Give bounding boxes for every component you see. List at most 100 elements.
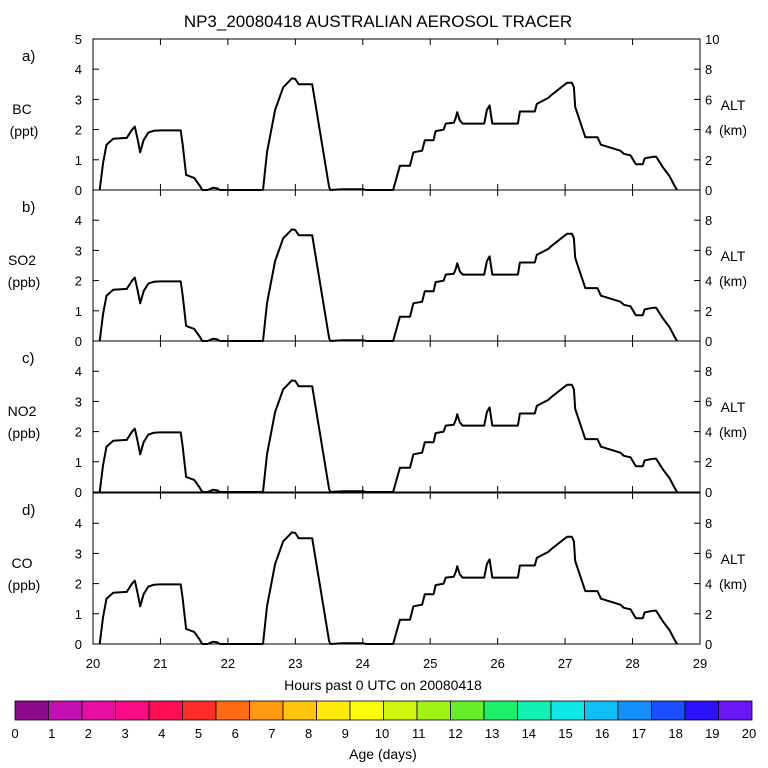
panel-frame [92, 492, 701, 645]
y-tick-label: 0 [75, 485, 82, 500]
colorbar-swatch [182, 700, 217, 721]
colorbar-tick-label: 14 [522, 726, 536, 741]
y-tick-label: 4 [75, 516, 82, 531]
y2-tick-label: 6 [705, 92, 712, 107]
panel-letter: c) [22, 350, 35, 367]
altitude-label: ALT [721, 399, 746, 415]
y2-tick-label: 2 [705, 607, 712, 622]
units-label: (ppb) [8, 274, 41, 290]
colorbar-swatch [718, 700, 753, 721]
colorbar-swatch [416, 700, 451, 721]
age-colorbar: 0 1 2 3 4 5 6 7 8 9 10 11 12 13 14 15 16 17 18 19 20 [11, 700, 756, 741]
panels: 0123450246810a)BC(ppt)ALT(km)0123402468b… [8, 32, 747, 652]
y-tick-label: 3 [75, 243, 82, 258]
colorbar-tick-label: 20 [742, 726, 756, 741]
x-tick-label: 23 [288, 656, 302, 671]
panel-frame [92, 38, 701, 191]
y2-tick-label: 0 [705, 183, 712, 198]
y-tick-label: 1 [75, 455, 82, 470]
colorbar-tick-label: 8 [305, 726, 312, 741]
x-tick-labels: 20 21 22 23 24 25 26 27 28 29 [86, 656, 707, 671]
colorbar-title: Age (days) [349, 746, 417, 762]
colorbar-swatch [383, 700, 418, 721]
units-label: (ppt) [10, 123, 39, 139]
x-tick-label: 28 [625, 656, 639, 671]
y-tick-label: 0 [75, 334, 82, 349]
panel-frame [92, 340, 701, 493]
colorbar-tick-label: 13 [485, 726, 499, 741]
colorbar-swatch [215, 700, 250, 721]
altitude-units-label: (km) [719, 122, 747, 138]
y2-tick-label: 4 [705, 274, 712, 289]
panel-co: 0 1 2 3 4 0 2 4 6 8 d) CO (ppb) ALT (km) [8, 492, 747, 652]
colorbar-tick-label: 5 [195, 726, 202, 741]
y2-tick-label: 4 [705, 123, 712, 138]
panel-letter: a) [22, 48, 35, 65]
x-tick-label: 27 [558, 656, 572, 671]
x-tick-label: 24 [356, 656, 370, 671]
colorbar-swatch [249, 700, 284, 721]
altitude-trace-line [98, 228, 678, 342]
altitude-trace-line [98, 379, 678, 493]
colorbar-tick-label: 19 [705, 726, 719, 741]
y2-tick-label: 8 [705, 516, 712, 531]
colorbar-tick-label: 10 [375, 726, 389, 741]
x-tick-label: 21 [153, 656, 167, 671]
x-tick-label: 20 [86, 656, 100, 671]
altitude-units-label: (km) [719, 424, 747, 440]
colorbar-tick-label: 1 [48, 726, 55, 741]
colorbar-tick-label: 9 [342, 726, 349, 741]
y2-tick-label: 2 [705, 455, 712, 470]
species-label: BC [12, 101, 31, 117]
panel-letter: b) [22, 199, 35, 216]
y-tick-label: 2 [75, 123, 82, 138]
y-tick-label: 5 [75, 32, 82, 47]
x-tick-label: 26 [490, 656, 504, 671]
y-tick-label: 0 [75, 637, 82, 652]
y-tick-label: 3 [75, 394, 82, 409]
colorbar-swatch [550, 700, 585, 721]
colorbar-swatch [450, 700, 485, 721]
y2-tick-label: 2 [705, 304, 712, 319]
panel-so2: 0 1 2 3 4 0 2 4 6 8 b) SO2 (ppb) ALT (km) [8, 189, 747, 349]
y2-tick-label: 6 [705, 243, 712, 258]
colorbar-swatch [617, 700, 652, 721]
y-tick-label: 1 [75, 607, 82, 622]
species-label: CO [12, 555, 33, 571]
colorbar-tick-label: 6 [232, 726, 239, 741]
colorbar-swatch [148, 700, 183, 721]
y2-tick-label: 0 [705, 637, 712, 652]
y-tick-label: 2 [75, 577, 82, 592]
colorbar-tick-label: 15 [558, 726, 572, 741]
altitude-units-label: (km) [719, 273, 747, 289]
y2-tick-label: 8 [705, 62, 712, 77]
y-tick-label: 2 [75, 425, 82, 440]
y-tick-label: 4 [75, 364, 82, 379]
colorbar-swatch [316, 700, 351, 721]
y-tick-label: 0 [75, 183, 82, 198]
x-axis-title: Hours past 0 UTC on 20080418 [284, 677, 482, 693]
colorbar-swatch [684, 700, 719, 721]
colorbar-swatch [282, 700, 317, 721]
panel-no2: 0 1 2 3 4 0 2 4 6 8 c) NO2 (ppb) ALT (km) [8, 340, 747, 500]
colorbar-swatch [14, 700, 49, 721]
colorbar-swatch [48, 700, 83, 721]
y-tick-label: 4 [75, 213, 82, 228]
altitude-label: ALT [721, 248, 746, 264]
x-tick-label: 29 [693, 656, 707, 671]
y2-tick-label: 6 [705, 546, 712, 561]
y2-tick-label: 8 [705, 364, 712, 379]
colorbar-swatch [483, 700, 518, 721]
y2-tick-label: 4 [705, 425, 712, 440]
y2-tick-label: 8 [705, 213, 712, 228]
colorbar-swatch [517, 700, 552, 721]
colorbar-tick-label: 17 [632, 726, 646, 741]
y-tick-label: 3 [75, 546, 82, 561]
figure-title: NP3_20080418 AUSTRALIAN AEROSOL TRACER [184, 12, 572, 31]
colorbar-tick-label: 11 [412, 726, 426, 741]
y-tick-label: 1 [75, 304, 82, 319]
species-label: NO2 [8, 403, 37, 419]
colorbar-tick-label: 18 [668, 726, 682, 741]
colorbar-tick-label: 2 [85, 726, 92, 741]
y-tick-label: 3 [75, 92, 82, 107]
